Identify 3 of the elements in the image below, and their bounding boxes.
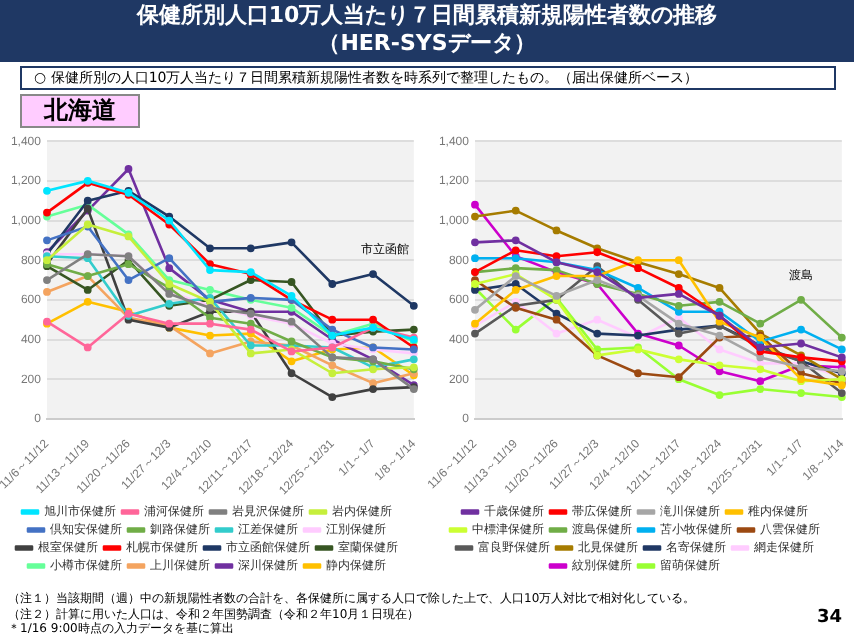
text: 北海道: [20, 94, 140, 128]
chart-title: 保健所別人口10万人当たり７日間累積新規陽性者数の推移（HER-SYSデータ）: [135, 2, 719, 58]
text: 34: [816, 608, 842, 628]
